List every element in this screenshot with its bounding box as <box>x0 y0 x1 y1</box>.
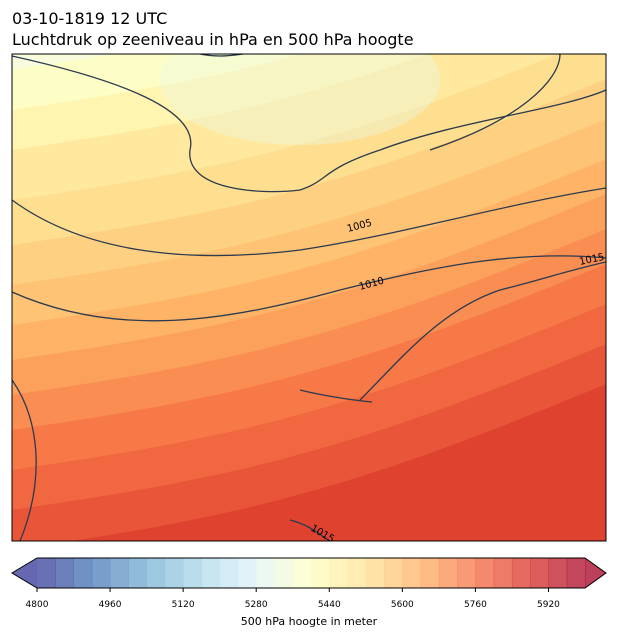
map-frame <box>11 53 607 542</box>
colorbar-segment <box>91 558 111 588</box>
isobar <box>299 389 373 403</box>
colorbar-segment <box>384 558 403 588</box>
isobars <box>12 54 606 541</box>
colorbar-tick-label: 5280 <box>245 600 268 610</box>
height-field <box>12 54 606 541</box>
contour-label: 1015 <box>578 252 605 268</box>
colorbar-segment <box>183 558 202 588</box>
colorbar-segment <box>237 558 257 588</box>
field-band <box>160 54 440 145</box>
colorbar-segment <box>329 558 349 588</box>
colorbar-segment <box>365 558 385 588</box>
isobar <box>12 379 37 541</box>
colorbar-segment <box>164 558 184 588</box>
isobar <box>12 255 606 322</box>
colorbar-segment <box>110 558 129 588</box>
colorbar-extend-high <box>585 558 606 588</box>
colorbar-segment <box>55 558 75 588</box>
colorbar-segment <box>511 558 531 588</box>
colorbar-label: 500 hPa hoogte in meter <box>241 615 378 628</box>
colorbar-segment <box>438 558 458 588</box>
isobar <box>289 519 331 541</box>
isobar <box>12 55 606 193</box>
colorbar-segment <box>146 558 166 588</box>
isobar <box>429 54 561 151</box>
colorbar-segment <box>274 558 294 588</box>
colorbar-tick-label: 5440 <box>318 600 341 610</box>
colorbar-tick-label: 4800 <box>26 600 49 610</box>
colorbar-segment <box>566 558 586 588</box>
colorbar: 4800 4960 5120 5280 5440 5600 5760 5920 <box>11 557 607 610</box>
field-band <box>12 384 606 541</box>
colorbar-extend-low <box>12 558 37 588</box>
colorbar-tick-label: 5600 <box>391 600 414 610</box>
colorbar-segment <box>37 558 56 588</box>
colorbar-tick-label: 5120 <box>172 600 195 610</box>
isobar <box>359 261 606 401</box>
colorbar-segment <box>128 558 148 588</box>
colorbar-segment <box>219 558 239 588</box>
colorbar-segment <box>292 558 312 588</box>
isobar <box>12 187 606 257</box>
colorbar-segment <box>493 558 513 588</box>
colorbar-segment <box>311 558 330 588</box>
colorbar-segment <box>475 558 495 588</box>
colorbar-segment <box>420 558 440 588</box>
colorbar-segment <box>73 558 93 588</box>
colorbar-segment <box>256 558 275 588</box>
title: 03-10-1819 12 UTC <box>12 9 167 28</box>
isobar <box>199 54 260 57</box>
colorbar-segment <box>548 558 568 588</box>
colorbar-segment <box>457 558 476 588</box>
colorbar-segment <box>530 558 549 588</box>
colorbar-segment <box>347 558 367 588</box>
colorbar-segment <box>402 558 422 588</box>
subtitle: Luchtdruk op zeeniveau in hPa en 500 hPa… <box>12 30 414 49</box>
colorbar-tick-label: 5760 <box>464 600 487 610</box>
colorbar-tick-label: 4960 <box>99 600 122 610</box>
colorbar-outline <box>11 557 607 589</box>
colorbar-segment <box>201 558 221 588</box>
colorbar-tick-label: 5920 <box>537 600 560 610</box>
